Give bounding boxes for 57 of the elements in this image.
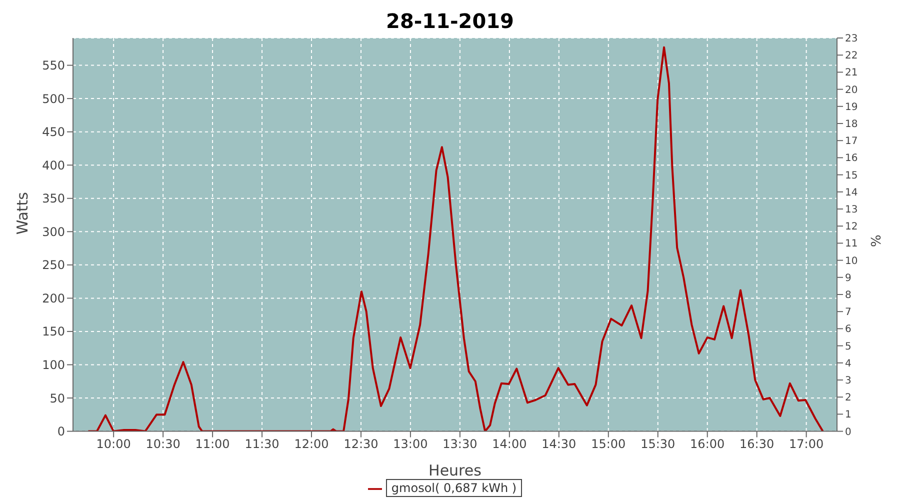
y2-tick-label: 6 — [845, 324, 852, 336]
x-axis-title: Heures — [428, 461, 482, 480]
y-tick-label: 250 — [42, 258, 65, 272]
y-tick-label: 350 — [42, 192, 65, 206]
y-tick-label: 50 — [50, 391, 65, 406]
y2-tick-label: 22 — [845, 50, 858, 62]
y2-tick-label: 23 — [845, 34, 858, 45]
y2-tick-label: 10 — [845, 256, 858, 267]
y-tick-label: 150 — [42, 324, 65, 339]
legend-label: gmosol( 0,687 kWh ) — [386, 479, 522, 498]
y-tick-label: 450 — [42, 125, 65, 140]
x-tick-label: 13:30 — [442, 436, 478, 451]
x-tick-label: 13:00 — [393, 436, 428, 451]
x-tick-label: 10:00 — [96, 436, 131, 451]
y2-tick-label: 15 — [845, 170, 858, 182]
chart-title: 28-11-2019 — [385, 8, 515, 34]
y2-tick-label: 18 — [845, 119, 858, 130]
y2-tick-label: 16 — [845, 153, 858, 164]
y2-tick-label: 20 — [845, 84, 858, 96]
y2-tick-label: 0 — [845, 426, 852, 438]
x-tick-label: 10:30 — [146, 436, 180, 451]
y2-tick-label: 7 — [845, 307, 852, 318]
y2-tick-label: 19 — [845, 102, 858, 113]
x-tick-label: 16:00 — [690, 436, 725, 451]
x-tick-label: 11:30 — [244, 436, 280, 451]
y2-tick-label: 8 — [845, 290, 852, 302]
x-tick-label: 14:30 — [542, 436, 576, 451]
y2-tick-label: 12 — [845, 222, 858, 233]
y-tick-label: 300 — [42, 224, 65, 239]
y2-tick-label: 14 — [845, 187, 858, 198]
x-tick-label: 15:00 — [591, 436, 626, 451]
x-tick-label: 14:00 — [492, 436, 527, 451]
y-tick-label: 100 — [42, 358, 65, 372]
y-tick-label: 500 — [42, 92, 65, 106]
y2-axis-title: % — [870, 234, 885, 247]
line-series — [87, 46, 824, 432]
y-tick-label: 0 — [57, 424, 65, 439]
y2-tick-label: 21 — [845, 68, 858, 79]
x-tick-label: 17:00 — [789, 436, 824, 451]
y2-tick-label: 1 — [845, 410, 852, 421]
y2-tick-label: 5 — [845, 341, 852, 352]
x-tick-label: 12:30 — [344, 436, 378, 451]
x-tick-label: 12:00 — [294, 436, 329, 451]
x-tick-label: 11:00 — [195, 436, 230, 451]
y2-tick-label: 9 — [845, 272, 852, 284]
y2-tick-label: 13 — [845, 204, 858, 216]
y2-tick-label: 4 — [845, 358, 852, 370]
y-axis-title: Watts — [13, 192, 32, 235]
x-tick-label: 16:30 — [740, 436, 774, 451]
y2-tick-label: 17 — [845, 136, 858, 148]
y2-tick-label: 2 — [845, 392, 852, 404]
y-tick-label: 400 — [42, 158, 65, 172]
y-tick-label: 550 — [42, 58, 65, 73]
y-tick-label: 200 — [42, 291, 65, 306]
y2-tick-label: 11 — [845, 238, 858, 250]
y2-tick-label: 3 — [845, 376, 852, 387]
x-tick-label: 15:30 — [640, 436, 676, 451]
